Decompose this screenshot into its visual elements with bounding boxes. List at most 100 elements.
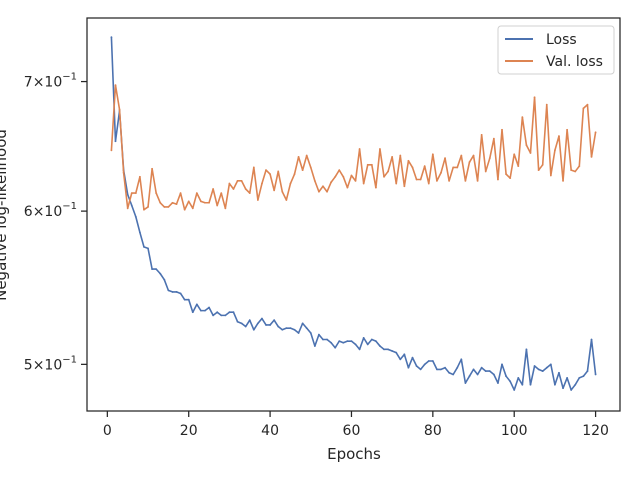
- data-point-val-loss: [594, 131, 597, 134]
- data-point-loss: [147, 247, 149, 250]
- data-point-val-loss: [431, 153, 434, 156]
- data-point-val-loss: [195, 192, 198, 195]
- data-point-loss: [318, 333, 320, 336]
- data-point-val-loss: [436, 179, 438, 182]
- data-point-val-loss: [488, 157, 491, 160]
- data-point-loss: [513, 389, 516, 391]
- data-point-val-loss: [374, 186, 377, 189]
- data-point-loss: [574, 383, 577, 386]
- data-point-val-loss: [497, 178, 499, 181]
- data-point-val-loss: [261, 182, 263, 185]
- data-point-val-loss: [464, 179, 467, 182]
- data-point-val-loss: [305, 154, 308, 157]
- data-point-val-loss: [570, 169, 573, 172]
- x-tick-label: 40: [261, 423, 279, 439]
- data-point-loss: [488, 370, 491, 372]
- data-point-val-loss: [240, 179, 243, 182]
- data-point-loss: [232, 311, 235, 314]
- data-point-val-loss: [285, 199, 288, 201]
- data-point-loss: [525, 348, 528, 351]
- data-point-val-loss: [533, 96, 536, 99]
- data-point-val-loss: [346, 186, 349, 189]
- data-point-loss: [570, 389, 573, 391]
- data-point-val-loss: [399, 154, 402, 157]
- data-point-val-loss: [191, 207, 194, 210]
- data-point-loss: [566, 377, 569, 379]
- data-point-val-loss: [301, 169, 304, 172]
- data-point-val-loss: [143, 208, 145, 211]
- data-point-loss: [175, 291, 178, 293]
- data-point-val-loss: [554, 149, 556, 152]
- data-point-val-loss: [562, 179, 564, 182]
- data-point-loss: [338, 340, 341, 343]
- data-point-val-loss: [220, 192, 223, 195]
- data-point-loss: [143, 245, 145, 248]
- legend: Loss Val. loss: [497, 25, 615, 75]
- data-point-loss: [269, 324, 271, 326]
- data-point-val-loss: [138, 175, 141, 178]
- data-point-val-loss: [289, 182, 292, 185]
- data-point-loss: [191, 311, 194, 314]
- data-point-val-loss: [269, 173, 271, 176]
- data-point-loss: [179, 292, 182, 295]
- data-point-val-loss: [513, 153, 516, 156]
- data-point-loss: [403, 353, 406, 356]
- data-point-val-loss: [212, 188, 215, 190]
- data-point-val-loss: [549, 174, 552, 177]
- data-point-loss: [334, 346, 337, 349]
- data-point-loss: [256, 322, 259, 325]
- data-point-loss: [126, 193, 129, 196]
- data-point-val-loss: [574, 170, 577, 173]
- data-point-val-loss: [114, 84, 117, 87]
- data-point-val-loss: [509, 177, 512, 180]
- data-point-val-loss: [366, 163, 369, 166]
- data-point-loss: [415, 365, 418, 367]
- data-point-loss: [171, 291, 174, 293]
- data-point-loss: [427, 360, 430, 362]
- data-point-loss: [582, 375, 585, 378]
- data-point-loss: [309, 332, 312, 334]
- data-point-val-loss: [395, 182, 398, 185]
- data-point-loss: [155, 268, 158, 270]
- data-point-val-loss: [582, 107, 585, 110]
- data-point-val-loss: [370, 163, 373, 166]
- data-point-loss: [456, 366, 459, 369]
- data-point-val-loss: [484, 170, 487, 173]
- data-point-loss: [134, 215, 137, 218]
- data-point-loss: [366, 343, 369, 346]
- data-point-val-loss: [440, 171, 442, 174]
- data-point-val-loss: [159, 201, 162, 204]
- data-point-loss: [529, 383, 532, 386]
- data-point-val-loss: [297, 155, 300, 158]
- data-point-loss: [200, 309, 202, 312]
- data-point-loss: [151, 268, 154, 270]
- x-tick-label: 120: [582, 423, 609, 439]
- data-point-loss: [391, 350, 394, 352]
- data-point-loss: [330, 341, 333, 344]
- data-point-val-loss: [448, 179, 451, 182]
- data-point-val-loss: [256, 199, 259, 201]
- data-point-val-loss: [330, 181, 333, 184]
- data-point-loss: [541, 370, 544, 372]
- data-point-val-loss: [379, 148, 381, 150]
- data-point-loss: [374, 340, 377, 343]
- y-tick-label: 5×10−1: [24, 354, 77, 373]
- data-point-val-loss: [252, 166, 255, 169]
- data-point-val-loss: [151, 167, 154, 170]
- data-point-val-loss: [427, 182, 430, 185]
- data-point-val-loss: [456, 166, 459, 169]
- data-point-loss: [216, 311, 219, 314]
- data-point-loss: [195, 303, 198, 306]
- data-point-loss: [554, 383, 556, 386]
- data-point-loss: [562, 387, 564, 390]
- data-point-val-loss: [309, 166, 312, 169]
- data-point-val-loss: [541, 163, 544, 166]
- data-point-val-loss: [204, 201, 206, 204]
- data-point-val-loss: [118, 108, 121, 111]
- data-point-loss: [476, 373, 479, 376]
- data-point-loss: [273, 319, 276, 322]
- data-point-val-loss: [525, 144, 528, 147]
- data-point-val-loss: [187, 200, 190, 203]
- data-point-val-loss: [354, 179, 357, 182]
